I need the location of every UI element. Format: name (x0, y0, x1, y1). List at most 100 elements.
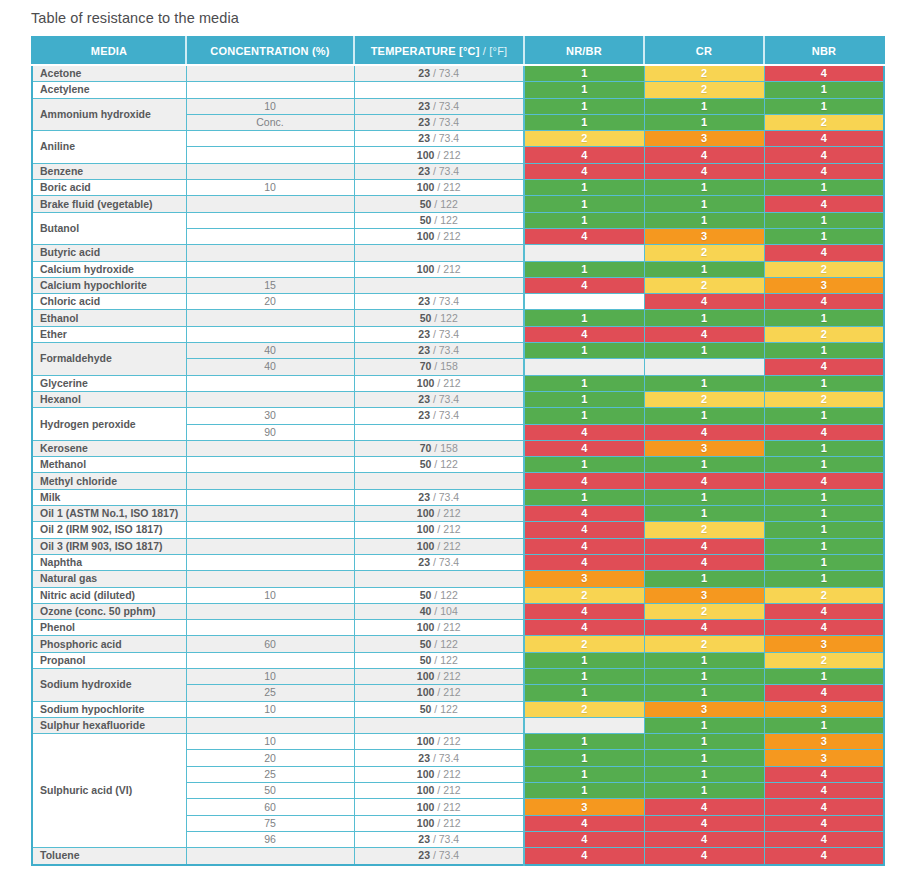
temperature-fahrenheit: / 122 (431, 214, 457, 226)
rating-cell-nr-br: 1 (524, 734, 644, 750)
table-row: Calcium hypochlorite15423 (32, 277, 884, 293)
rating-cell-cr: 4 (644, 473, 764, 489)
table-row: Phenol100 / 212444 (32, 620, 884, 636)
temperature-cell: 50 / 122 (354, 587, 524, 603)
concentration-cell (186, 163, 354, 179)
temperature-cell: 100 / 212 (354, 180, 524, 196)
concentration-cell: 20 (186, 294, 354, 310)
rating-cell-nbr: 4 (764, 147, 884, 163)
concentration-cell (186, 473, 354, 489)
temperature-cell: 100 / 212 (354, 668, 524, 684)
temperature-cell: 23 / 73.4 (354, 554, 524, 570)
media-cell: Chloric acid (32, 294, 186, 310)
rating-cell-nr-br: 4 (524, 603, 644, 619)
rating-cell-nbr: 3 (764, 701, 884, 717)
temperature-celsius: 40 (420, 605, 432, 617)
temperature-cell: 50 / 122 (354, 457, 524, 473)
media-cell: Nitric acid (diluted) (32, 587, 186, 603)
rating-cell-cr: 4 (644, 620, 764, 636)
rating-cell-nr-br: 1 (524, 114, 644, 130)
media-cell: Acetone (32, 65, 186, 82)
table-row: Glycerine100 / 212111 (32, 375, 884, 391)
temperature-fahrenheit: / 73.4 (430, 833, 459, 845)
temperature-celsius: 23 (418, 752, 430, 764)
media-cell: Methanol (32, 457, 186, 473)
media-cell: Naphtha (32, 554, 186, 570)
concentration-cell (186, 310, 354, 326)
header-temperature: TEMPERATURE [°C] / [°F] (354, 37, 524, 65)
temperature-cell (354, 82, 524, 98)
concentration-cell: 10 (186, 180, 354, 196)
rating-cell-cr: 1 (644, 212, 764, 228)
temperature-cell: 100 / 212 (354, 620, 524, 636)
rating-cell-nr-br: 4 (524, 424, 644, 440)
header-temperature-celsius: TEMPERATURE [°C] (371, 45, 480, 57)
concentration-cell (186, 603, 354, 619)
page: Table of resistance to the media MEDIA C… (0, 0, 914, 866)
rating-cell-cr: 4 (644, 554, 764, 570)
rating-cell-nr-br: 1 (524, 310, 644, 326)
temperature-cell: 70 / 158 (354, 440, 524, 456)
temperature-cell: 100 / 212 (354, 261, 524, 277)
temperature-celsius: 50 (420, 312, 432, 324)
table-row: Ether23 / 73.4442 (32, 326, 884, 342)
temperature-celsius: 70 (420, 360, 432, 372)
table-header: MEDIA CONCENTRATION (%) TEMPERATURE [°C]… (32, 37, 884, 65)
concentration-cell: Conc. (186, 114, 354, 130)
rating-cell-cr: 1 (644, 652, 764, 668)
media-cell: Calcium hypochlorite (32, 277, 186, 293)
temperature-fahrenheit: / 212 (434, 621, 460, 633)
temperature-cell: 23 / 73.4 (354, 343, 524, 359)
temperature-fahrenheit: / 73.4 (430, 295, 459, 307)
concentration-cell (186, 82, 354, 98)
temperature-celsius: 100 (417, 817, 435, 829)
concentration-cell: 75 (186, 815, 354, 831)
rating-cell-nr-br: 4 (524, 277, 644, 293)
table-row: Sodium hydroxide10100 / 212111 (32, 668, 884, 684)
rating-cell-cr: 1 (644, 98, 764, 114)
temperature-celsius: 100 (417, 735, 435, 747)
rating-cell-nr-br: 3 (524, 799, 644, 815)
temperature-fahrenheit: / 73.4 (430, 409, 459, 421)
rating-cell-nbr: 1 (764, 522, 884, 538)
rating-cell-nbr: 4 (764, 359, 884, 375)
rating-cell-nbr: 4 (764, 294, 884, 310)
rating-cell-cr: 1 (644, 196, 764, 212)
concentration-cell: 40 (186, 359, 354, 375)
temperature-cell: 23 / 73.4 (354, 831, 524, 847)
media-cell: Calcium hydroxide (32, 261, 186, 277)
rating-cell-nbr: 1 (764, 310, 884, 326)
temperature-fahrenheit: / 73.4 (430, 344, 459, 356)
concentration-cell (186, 848, 354, 865)
rating-cell-cr: 4 (644, 294, 764, 310)
media-cell: Ether (32, 326, 186, 342)
concentration-cell: 25 (186, 766, 354, 782)
concentration-cell (186, 228, 354, 244)
temperature-fahrenheit: / 73.4 (430, 556, 459, 568)
table-row: Boric acid10100 / 212111 (32, 180, 884, 196)
rating-cell-nr-br: 1 (524, 261, 644, 277)
rating-cell-nbr: 2 (764, 326, 884, 342)
rating-cell-nbr: 4 (764, 245, 884, 261)
media-cell: Brake fluid (vegetable) (32, 196, 186, 212)
rating-cell-cr: 1 (644, 750, 764, 766)
temperature-fahrenheit: / 212 (434, 181, 460, 193)
concentration-cell (186, 131, 354, 147)
page-title: Table of resistance to the media (31, 8, 914, 28)
temperature-celsius: 23 (418, 67, 430, 79)
temperature-celsius: 50 (420, 214, 432, 226)
temperature-fahrenheit: / 212 (434, 817, 460, 829)
rating-cell-nr-br: 4 (524, 440, 644, 456)
rating-cell-nbr: 1 (764, 98, 884, 114)
media-cell: Oil 1 (ASTM No.1, ISO 1817) (32, 506, 186, 522)
table-row: Aniline23 / 73.4234 (32, 131, 884, 147)
rating-cell-nbr: 4 (764, 799, 884, 815)
temperature-cell: 100 / 212 (354, 766, 524, 782)
rating-cell-nbr: 4 (764, 685, 884, 701)
temperature-fahrenheit: / 158 (431, 360, 457, 372)
temperature-celsius: 23 (418, 491, 430, 503)
concentration-cell: 10 (186, 734, 354, 750)
temperature-fahrenheit: / 212 (434, 735, 460, 747)
media-cell: Propanol (32, 652, 186, 668)
rating-cell-cr: 1 (644, 766, 764, 782)
